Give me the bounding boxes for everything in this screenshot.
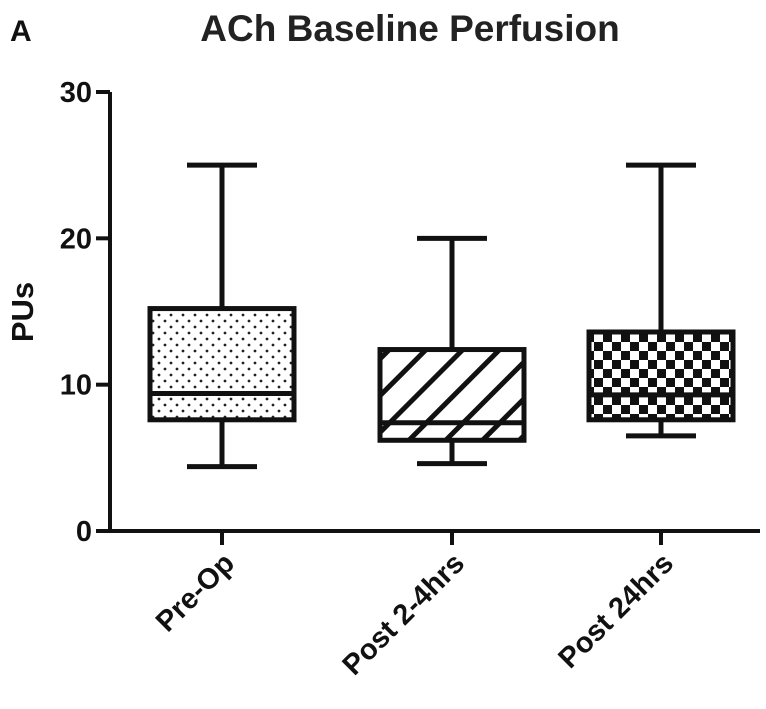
- box-2: [377, 235, 527, 467]
- x-tick-label-1: Pre-Op: [150, 547, 241, 638]
- axes: 0 10 20 30: [60, 77, 760, 548]
- x-tick-labels: Pre-Op Post 2-4hrs Post 24hrs: [150, 547, 680, 681]
- iqr-box-3: [586, 329, 736, 423]
- boxes-group: [147, 162, 736, 470]
- y-tick-label-20: 20: [60, 223, 92, 255]
- iqr-box-1: [147, 306, 297, 423]
- chart-title: ACh Baseline Perfusion: [200, 8, 619, 49]
- y-tick-label-0: 0: [76, 516, 92, 548]
- box-3: [586, 162, 736, 439]
- y-tick-label-30: 30: [60, 77, 92, 109]
- y-axis-label: PUs: [5, 282, 40, 342]
- y-tick-label-10: 10: [60, 370, 92, 402]
- x-tick-label-2: Post 2-4hrs: [337, 547, 471, 681]
- box-1: [147, 162, 297, 470]
- panel-label: A: [10, 15, 32, 48]
- iqr-box-2: [377, 347, 527, 443]
- x-tick-label-3: Post 24hrs: [552, 547, 679, 674]
